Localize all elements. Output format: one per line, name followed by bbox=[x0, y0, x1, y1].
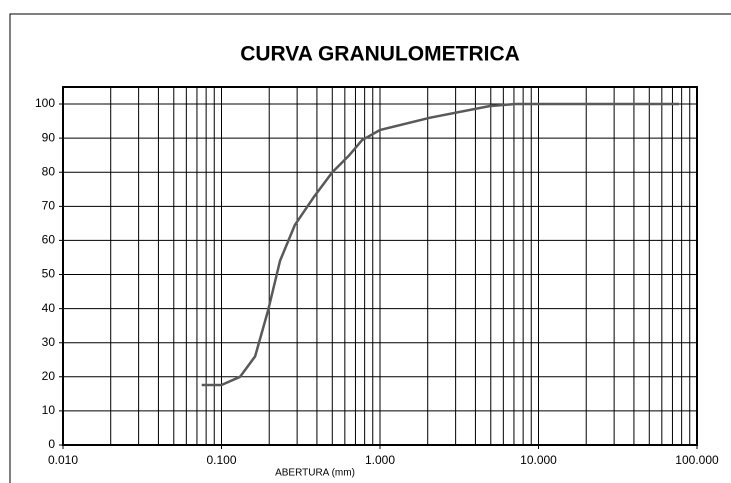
y-tick-label: 90 bbox=[42, 130, 56, 144]
x-tick-label: 10.000 bbox=[520, 453, 557, 467]
y-tick-label: 30 bbox=[42, 335, 56, 349]
x-tick-label: 100.000 bbox=[675, 453, 719, 467]
y-tick-label: 50 bbox=[42, 267, 56, 281]
y-tick-label: 80 bbox=[42, 164, 56, 178]
y-tick-label: 20 bbox=[42, 369, 56, 383]
x-tick-label: 0.100 bbox=[206, 453, 236, 467]
chart-title: CURVA GRANULOMETRICA bbox=[240, 43, 520, 66]
x-tick-label: 1.000 bbox=[365, 453, 395, 467]
y-tick-label: 0 bbox=[48, 437, 55, 451]
x-tick-label: 0.010 bbox=[48, 453, 78, 467]
y-tick-label: 70 bbox=[42, 199, 56, 213]
data-line bbox=[201, 102, 679, 387]
y-tick-label: 60 bbox=[42, 233, 56, 247]
x-axis-label: ABERTURA (mm) bbox=[275, 468, 355, 479]
y-tick-label: 100 bbox=[35, 96, 55, 110]
y-tick-label: 10 bbox=[42, 403, 56, 417]
plot-border bbox=[62, 86, 698, 446]
y-tick-label: 40 bbox=[42, 301, 56, 315]
frame bbox=[9, 13, 731, 483]
